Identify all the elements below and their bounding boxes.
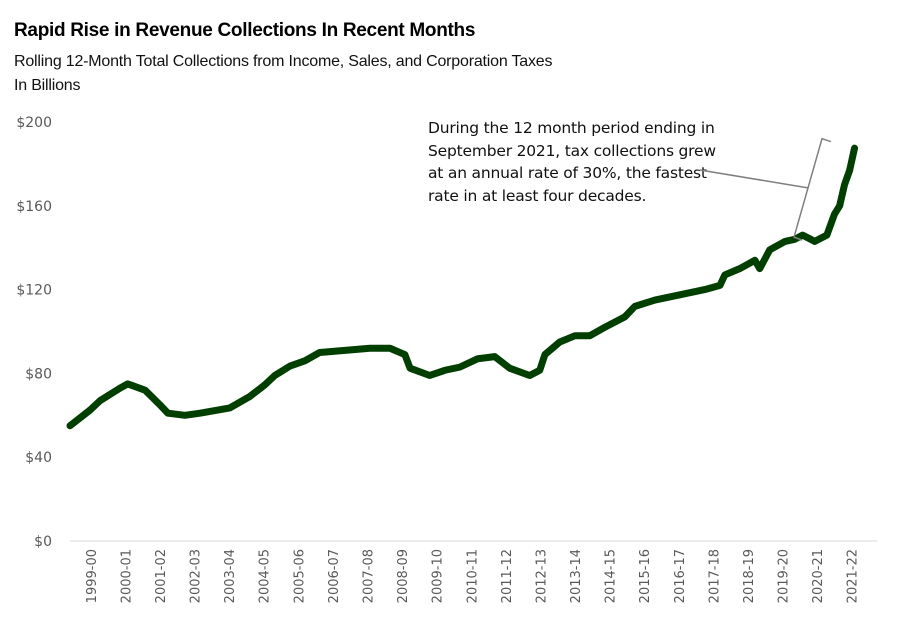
y-axis: $0 $40 $80 $120 $160 $200 <box>16 115 52 550</box>
x-tick-label: 2021-22 <box>846 549 861 603</box>
x-tick-label: 2011-12 <box>500 549 515 603</box>
annotation-leader-line <box>699 169 809 189</box>
x-tick-label: 2019-20 <box>777 549 792 603</box>
x-tick-label: 2001-02 <box>154 549 169 603</box>
x-tick-label: 2012-13 <box>534 549 549 603</box>
y-tick-label: $120 <box>16 283 52 299</box>
x-tick-label: 2013-14 <box>569 549 584 603</box>
y-tick-label: $200 <box>16 115 52 131</box>
x-tick-label: 2000-01 <box>119 549 134 603</box>
series-line-collections <box>66 144 859 430</box>
chart-subtitle: Rolling 12-Month Total Collections from … <box>14 50 552 98</box>
annotation-text: During the 12 month period ending in Sep… <box>428 119 716 205</box>
x-tick-label: 2020-21 <box>811 549 826 603</box>
x-tick-label: 2009-10 <box>431 549 446 603</box>
subtitle-line-2: In Billions <box>14 77 81 94</box>
x-tick-label: 2016-17 <box>673 549 688 603</box>
x-tick-label: 2014-15 <box>604 549 619 603</box>
x-tick-label: 2010-11 <box>465 549 480 603</box>
y-tick-label: $40 <box>25 450 52 466</box>
series-points <box>69 148 855 426</box>
x-tick-label: 2018-19 <box>742 549 757 603</box>
x-axis: 1999-00 2000-01 2001-02 2002-03 2003-04 2004-… <box>85 549 861 603</box>
y-tick-label: $160 <box>16 199 52 215</box>
x-tick-label: 2003-04 <box>223 549 238 603</box>
annotation-bracket <box>793 137 832 241</box>
annotation-callout <box>699 137 832 241</box>
x-tick-label: 2006-07 <box>327 549 342 603</box>
x-tick-label: 2007-08 <box>361 549 376 603</box>
x-tick-label: 2005-06 <box>292 549 307 603</box>
x-tick-label: 2015-16 <box>638 549 653 603</box>
x-tick-label: 1999-00 <box>85 549 100 603</box>
y-tick-label: $80 <box>25 366 52 382</box>
subtitle-line-1: Rolling 12-Month Total Collections from … <box>14 53 553 70</box>
x-tick-label: 2004-05 <box>258 549 273 603</box>
x-tick-label: 2002-03 <box>189 549 204 603</box>
x-tick-label: 2017-18 <box>707 549 722 603</box>
y-tick-label: $0 <box>34 534 52 550</box>
x-tick-label: 2008-09 <box>396 549 411 603</box>
chart-title: Rapid Rise in Revenue Collections In Rec… <box>14 20 476 41</box>
